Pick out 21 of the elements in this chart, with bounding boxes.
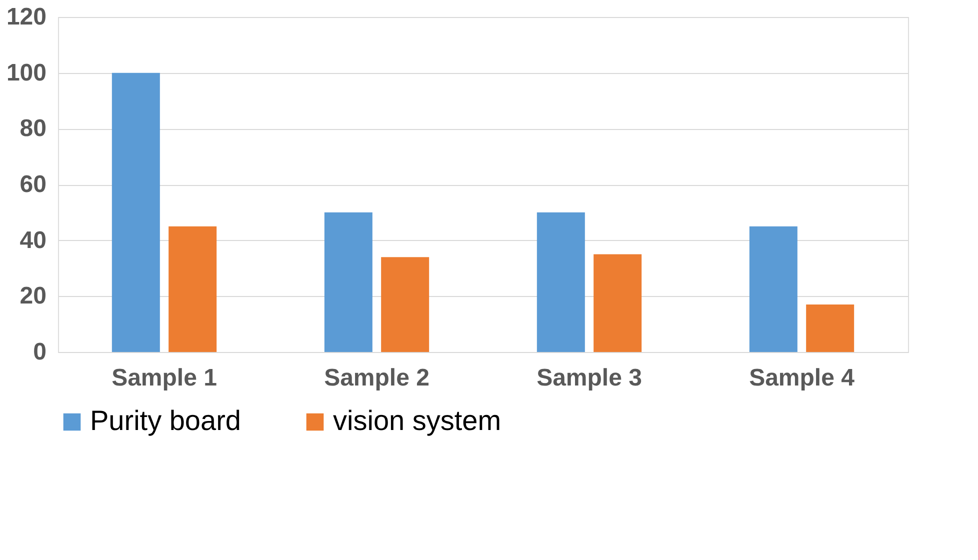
y-tick-label: 40 bbox=[20, 226, 46, 254]
x-tick-label: Sample 4 bbox=[749, 364, 856, 392]
y-tick-label: 60 bbox=[20, 171, 46, 198]
bar bbox=[536, 212, 585, 352]
bar bbox=[594, 254, 642, 352]
x-tick-label: Sample 2 bbox=[324, 364, 430, 392]
bar bbox=[168, 226, 217, 352]
bar bbox=[806, 304, 854, 352]
y-tick-label: 100 bbox=[6, 59, 46, 86]
legend-label: vision system bbox=[333, 405, 502, 436]
legend-label: Purity board bbox=[90, 405, 241, 436]
x-tick-label: Sample 3 bbox=[536, 364, 642, 392]
y-tick-label: 80 bbox=[20, 115, 46, 142]
x-tick-label: Sample 1 bbox=[112, 364, 217, 392]
bar bbox=[749, 226, 798, 352]
y-tick-label: 0 bbox=[33, 338, 46, 366]
bar bbox=[381, 257, 430, 352]
y-tick-label: 120 bbox=[6, 4, 46, 30]
y-tick-label: 20 bbox=[20, 282, 46, 310]
bar bbox=[324, 212, 372, 352]
bar bbox=[112, 72, 160, 352]
